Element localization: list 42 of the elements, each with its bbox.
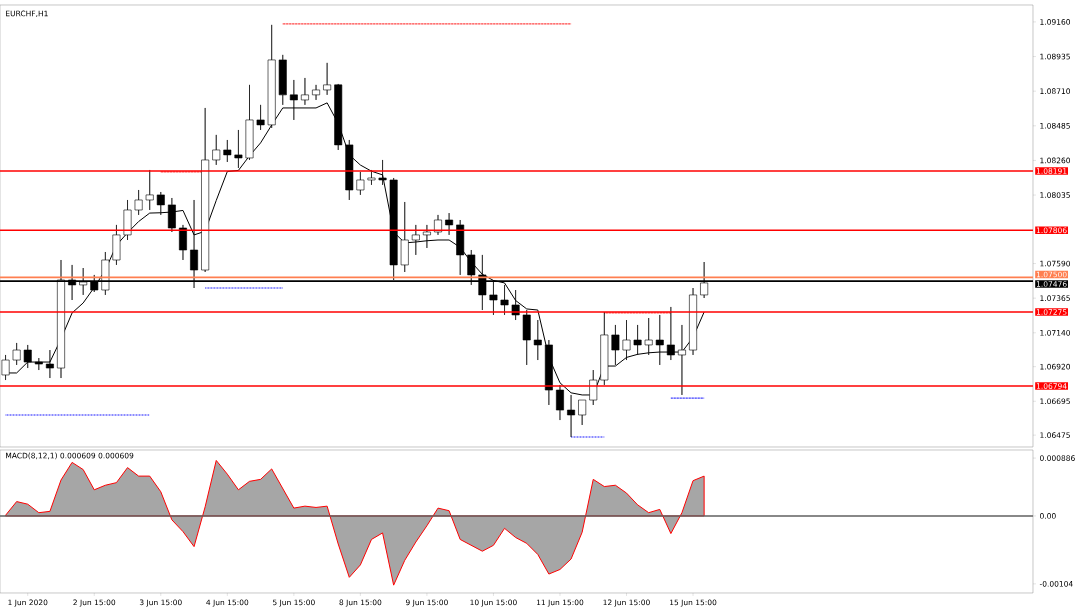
candlestick xyxy=(278,54,287,106)
candlestick xyxy=(445,212,454,236)
candlestick xyxy=(201,107,210,273)
candlestick xyxy=(578,399,587,426)
candlestick xyxy=(422,224,431,249)
candlestick xyxy=(134,189,143,216)
candlestick xyxy=(312,84,320,101)
candlestick xyxy=(179,224,187,261)
candlestick xyxy=(533,319,542,361)
candlestick xyxy=(622,319,631,361)
candlestick xyxy=(300,77,309,106)
candlestick xyxy=(600,311,609,386)
candlestick xyxy=(156,191,165,216)
candlestick xyxy=(611,324,620,366)
candlestick xyxy=(378,159,387,186)
candlestick xyxy=(323,62,332,96)
candlestick xyxy=(689,287,697,356)
candlestick xyxy=(400,201,409,273)
candlestick xyxy=(345,139,354,201)
candlestick xyxy=(223,139,232,163)
candlestick xyxy=(45,349,54,379)
candlestick xyxy=(633,324,642,356)
candlestick xyxy=(456,219,465,276)
candlestick xyxy=(666,306,675,361)
candlestick xyxy=(123,199,132,241)
candlestick xyxy=(556,384,564,421)
candlestick xyxy=(167,197,176,233)
candlestick xyxy=(112,224,121,266)
candlestick xyxy=(23,344,32,369)
candlestick xyxy=(145,169,154,211)
candlestick xyxy=(212,134,221,166)
candlestick xyxy=(655,314,664,366)
candlestick xyxy=(644,317,653,356)
candlestick xyxy=(522,309,531,366)
candlestick xyxy=(12,342,21,366)
candlestick xyxy=(356,171,365,196)
candlestick xyxy=(256,104,265,131)
candlestick xyxy=(411,224,420,256)
candlestick xyxy=(34,357,43,371)
candlestick xyxy=(500,284,509,316)
candlestick xyxy=(367,169,376,186)
candlestick xyxy=(234,129,243,169)
